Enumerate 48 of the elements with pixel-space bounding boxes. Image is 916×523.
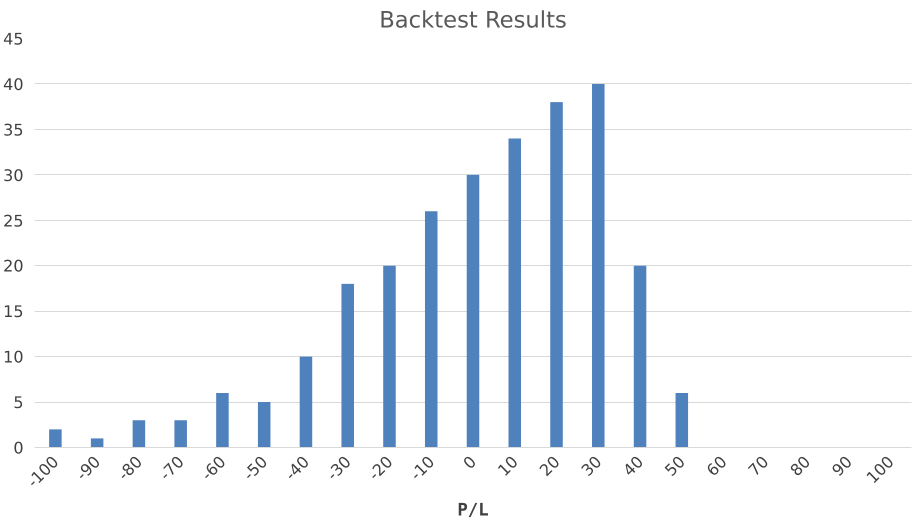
x-tick-label: 70 (744, 452, 772, 480)
bar (466, 174, 480, 448)
bar (550, 102, 563, 448)
bar (90, 438, 104, 448)
bar (216, 392, 229, 448)
x-tick-label: 50 (661, 452, 689, 480)
bar (383, 266, 396, 448)
x-tick-label: 0 (459, 452, 480, 473)
bar (300, 356, 312, 448)
y-tick-label: 15 (3, 302, 24, 322)
x-tick-label: 100 (862, 452, 898, 488)
y-tick-label: 35 (3, 120, 24, 140)
y-tick-label: 40 (3, 74, 24, 94)
bar (508, 138, 522, 448)
x-tick-label: -40 (281, 452, 314, 484)
x-tick-label: -60 (198, 452, 230, 484)
x-tick-label: -80 (114, 452, 146, 484)
bar (676, 392, 688, 448)
x-tick-label: 10 (494, 452, 522, 480)
y-tick-label: 0 (13, 438, 24, 458)
x-tick-label: -20 (364, 452, 397, 484)
x-tick-label: -30 (322, 452, 355, 484)
x-tick-label: -70 (156, 452, 188, 484)
x-tick-label: -90 (72, 452, 104, 484)
bar (49, 429, 62, 448)
x-tick-label: 40 (619, 452, 648, 480)
x-tick-label: 90 (828, 452, 856, 480)
x-tick-label: 30 (578, 452, 606, 480)
bar (132, 420, 146, 448)
y-tick-label: 45 (3, 30, 24, 48)
chart-title: Backtest Results (379, 8, 567, 34)
bar (634, 266, 646, 448)
bar (258, 402, 270, 448)
x-tick-label: 60 (702, 452, 731, 480)
y-tick-label: 10 (3, 348, 24, 367)
bar (174, 420, 187, 448)
x-tick-label: 80 (786, 452, 814, 480)
x-tick-label: -10 (406, 452, 438, 484)
y-tick-label: 5 (13, 393, 24, 412)
x-axis-title: P/L (457, 500, 489, 521)
bar (592, 84, 605, 448)
x-tick-label: 20 (536, 452, 564, 480)
y-tick-label: 20 (3, 256, 24, 276)
x-tick-label: -50 (239, 452, 272, 484)
y-tick-label: 30 (3, 166, 24, 185)
bar (424, 211, 438, 448)
y-tick-label: 25 (3, 211, 24, 230)
bar (341, 284, 354, 448)
